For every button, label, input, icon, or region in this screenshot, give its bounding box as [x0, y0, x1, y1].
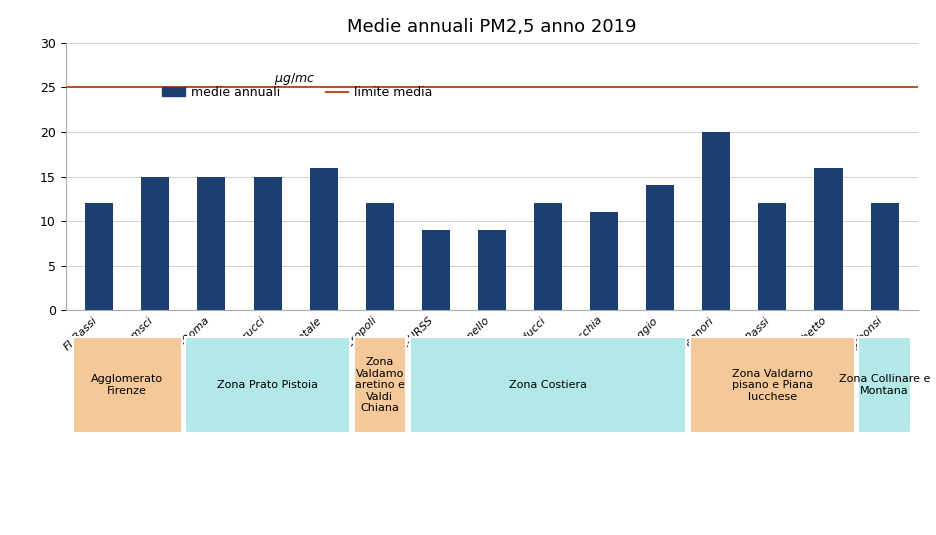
Bar [534, 203, 562, 310]
Bar [870, 203, 898, 310]
Bar [141, 177, 169, 310]
Bar [309, 167, 337, 310]
Text: Zona Collinare e
Montana: Zona Collinare e Montana [838, 374, 929, 396]
Text: $\mu g/mc$: $\mu g/mc$ [274, 71, 315, 87]
Title: Medie annuali PM2,5 anno 2019: Medie annuali PM2,5 anno 2019 [347, 18, 636, 36]
Text: Zona Valdarno
pisano e Piana
lucchese: Zona Valdarno pisano e Piana lucchese [731, 369, 812, 402]
Bar [365, 203, 393, 310]
Bar [254, 177, 281, 310]
Bar [702, 132, 729, 310]
Bar [421, 230, 449, 310]
Text: Zona
Valdamo
aretino e
Valdi
Chiana: Zona Valdamo aretino e Valdi Chiana [355, 357, 404, 414]
Legend: medie annuali  , limite media: medie annuali , limite media [157, 81, 437, 104]
Text: Zona Prato Pistoia: Zona Prato Pistoia [217, 380, 317, 390]
Bar [85, 203, 113, 310]
Bar [197, 177, 226, 310]
Bar [477, 230, 505, 310]
Bar [757, 203, 785, 310]
Bar [646, 186, 674, 310]
Bar [590, 212, 618, 310]
Bar [813, 167, 841, 310]
Text: Zona Costiera: Zona Costiera [508, 380, 586, 390]
Text: Agglomerato
Firenze: Agglomerato Firenze [91, 374, 163, 396]
